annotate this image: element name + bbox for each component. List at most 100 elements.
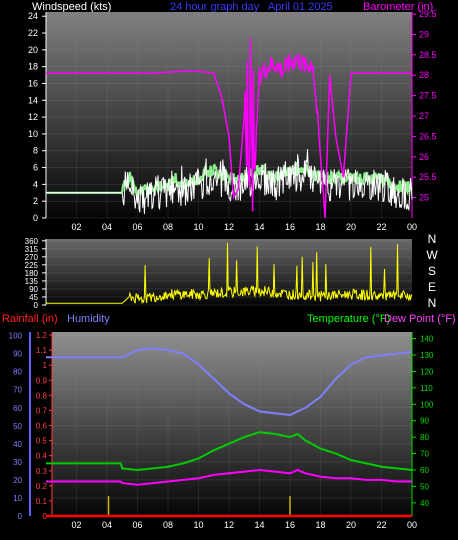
thermo-x-tick-label: 04: [102, 520, 112, 530]
barometer-y-tick-label: 27.5: [419, 91, 437, 101]
direction-compass-label: N: [428, 296, 437, 310]
direction-y-tick-label: 135: [25, 277, 39, 286]
rainfall-y-tick-label: 0.2: [36, 482, 48, 491]
temperature-series-line: [46, 431, 413, 472]
barometer-y-tick-label: 28: [419, 70, 429, 80]
rainfall-y-tick-label: 0.8: [36, 391, 48, 400]
wind-y-tick-label: 18: [28, 62, 38, 72]
thermo-x-tick-label: 02: [71, 520, 81, 530]
rainfall-y-tick-label: 0.7: [36, 406, 48, 415]
rainfall-y-tick-label: 0.5: [36, 437, 48, 446]
barometer-y-tick-label: 27: [419, 111, 429, 121]
humidity-y-tick-label: 50: [13, 422, 22, 431]
rainfall-y-tick-label: 0.9: [36, 376, 48, 385]
direction-y-tick-label: 225: [25, 261, 39, 270]
wind-x-tick-label: 18: [315, 222, 325, 232]
direction-compass-label: S: [428, 264, 436, 278]
temperature-y-tick-label: 100: [420, 400, 434, 409]
temperature-y-tick-label: 140: [420, 335, 434, 344]
barometer-title: Barometer (in): [363, 1, 434, 13]
wind-y-tick-label: 24: [28, 11, 38, 21]
temperature-title: Temperature (°F): [307, 313, 391, 325]
wind-y-tick-label: 8: [33, 146, 38, 156]
direction-compass-label: E: [428, 280, 436, 294]
humidity-y-tick-label: 60: [13, 404, 22, 413]
direction-y-tick-label: 0: [34, 301, 39, 310]
graph-title: 24 hour graph day April 01 2025: [170, 1, 333, 13]
direction-y-tick-label: 180: [25, 269, 39, 278]
wind-y-tick-label: 22: [28, 28, 38, 38]
wind-y-tick-label: 12: [28, 112, 38, 122]
wind-x-tick-label: 04: [102, 222, 112, 232]
wind-y-tick-label: 0: [33, 213, 38, 223]
temperature-y-tick-label: 130: [420, 351, 434, 360]
humidity-y-tick-label: 80: [13, 368, 22, 377]
windspeed-series-line: [46, 149, 413, 215]
humidity-y-tick-label: 70: [13, 386, 22, 395]
direction-y-tick-label: 270: [25, 253, 39, 262]
wind-y-tick-label: 16: [28, 78, 38, 88]
temperature-y-tick-label: 120: [420, 367, 434, 376]
temperature-y-tick-label: 90: [420, 417, 429, 426]
wind-y-tick-label: 6: [33, 163, 38, 173]
direction-plot-area: [46, 239, 412, 305]
temperature-y-tick-label: 80: [420, 433, 429, 442]
wind-x-tick-label: 08: [163, 222, 173, 232]
humidity-y-tick-label: 30: [13, 458, 22, 467]
humidity-y-tick-label: 90: [13, 350, 22, 359]
direction-y-tick-label: 45: [29, 293, 38, 302]
wind-x-tick-label: 12: [224, 222, 234, 232]
wind-x-tick-label: 10: [193, 222, 203, 232]
humidity-series-line: [46, 347, 413, 417]
dewpoint-series-line: [46, 468, 412, 486]
thermo-x-tick-label: 08: [163, 520, 173, 530]
thermo-x-tick-label: 00: [407, 520, 417, 530]
thermo-x-tick-label: 20: [346, 520, 356, 530]
rainfall-y-tick-label: 1: [43, 361, 48, 370]
temperature-y-tick-label: 40: [420, 499, 429, 508]
direction-y-tick-label: 315: [25, 245, 39, 254]
humidity-y-tick-label: 10: [13, 494, 22, 503]
barometer-y-tick-label: 25: [419, 193, 429, 203]
thermo-x-tick-label: 14: [254, 520, 264, 530]
temperature-y-tick-label: 60: [420, 466, 429, 475]
barometer-y-tick-label: 26.5: [419, 131, 437, 141]
humidity-y-tick-label: 20: [13, 476, 22, 485]
humidity-y-tick-label: 0: [18, 512, 23, 521]
temperature-y-tick-label: 110: [420, 384, 433, 393]
barometer-y-tick-label: 28.5: [419, 50, 437, 60]
barometer-series-line: [46, 38, 412, 219]
direction-y-tick-label: 360: [25, 237, 39, 246]
wind-y-tick-label: 4: [33, 179, 38, 189]
wind-x-tick-label: 20: [346, 222, 356, 232]
wind-y-tick-label: 20: [28, 45, 38, 55]
wind-y-tick-label: 10: [28, 129, 38, 139]
wind-x-tick-label: 00: [407, 222, 417, 232]
rainfall-y-tick-label: 0.1: [36, 497, 48, 506]
temperature-y-tick-label: 50: [420, 482, 429, 491]
thermo-x-tick-label: 22: [376, 520, 386, 530]
barometer-y-tick-label: 29: [419, 29, 429, 39]
rainfall-y-tick-label: 0.6: [36, 422, 48, 431]
direction-series-line: [46, 242, 413, 305]
humidity-y-tick-label: 100: [9, 332, 23, 341]
direction-compass-label: N: [428, 232, 437, 246]
rainfall-y-tick-label: 0.4: [36, 452, 48, 461]
humidity-title: Humidity: [67, 313, 110, 325]
wind-x-tick-label: 14: [254, 222, 264, 232]
thermo-x-tick-label: 12: [224, 520, 234, 530]
rainfall-y-tick-label: 1.2: [36, 331, 48, 340]
rainfall-title: Rainfall (in): [2, 313, 58, 325]
barometer-y-tick-label: 26: [419, 152, 429, 162]
humidity-y-tick-label: 40: [13, 440, 22, 449]
wind-y-tick-label: 14: [28, 95, 38, 105]
rainfall-y-tick-label: 1.1: [36, 346, 48, 355]
wind-x-tick-label: 22: [376, 222, 386, 232]
barometer-y-tick-label: 25.5: [419, 172, 437, 182]
rainfall-y-tick-label: 0: [43, 512, 48, 521]
direction-y-tick-label: 90: [29, 285, 38, 294]
thermo-x-tick-label: 06: [132, 520, 142, 530]
windspeed-title: Windspeed (kts): [32, 1, 112, 13]
